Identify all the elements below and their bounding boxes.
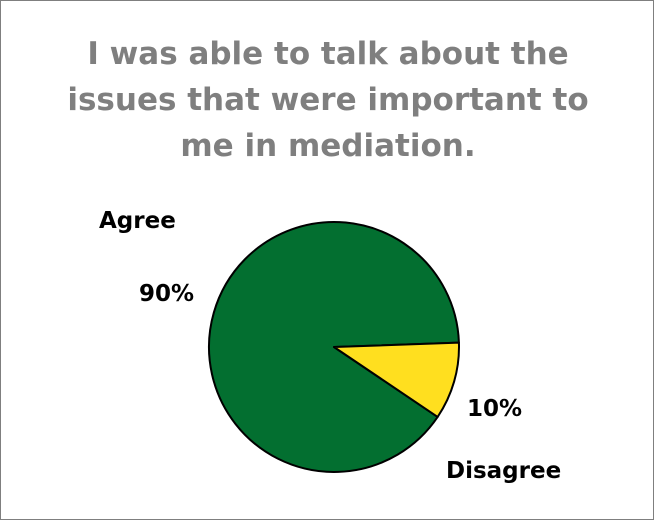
slice-label-disagree-category: Disagree — [446, 458, 562, 484]
slice-label-agree-category: Agree — [99, 208, 176, 234]
chart-title: I was able to talk about the issues that… — [67, 36, 589, 164]
slice-label-disagree-value: 10% — [467, 396, 523, 422]
pie-slice-disagree — [333, 341, 460, 418]
slice-label-agree-value: 90% — [139, 281, 195, 307]
